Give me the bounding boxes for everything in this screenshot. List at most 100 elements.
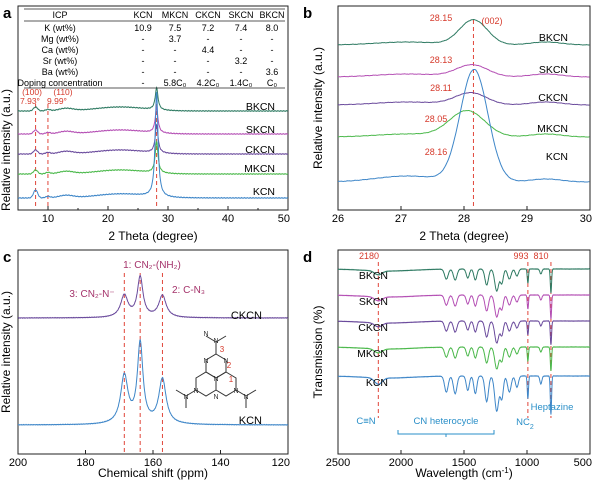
panel-d-label-kcn: KCN: [366, 377, 388, 389]
panel-d-peak-993: 993: [513, 251, 528, 261]
panel-c-anno-3: 3: CN₂-N⁻: [69, 289, 114, 300]
panel-c-series: [18, 274, 288, 426]
table-cell: 7.4: [235, 23, 248, 33]
panel-b-label-kcn: KCN: [546, 151, 568, 163]
table-cell: 7.5: [169, 23, 182, 33]
atom-n-e: N: [213, 394, 218, 401]
tick-label: 160: [144, 457, 162, 469]
heptazine-site-labels: 1 2 3: [220, 345, 234, 384]
series-line: [18, 86, 288, 113]
series-line: [18, 338, 288, 426]
series-line: [18, 140, 288, 176]
atom-n-a: N: [223, 358, 228, 365]
table-cell: -: [142, 45, 145, 55]
site-1: 1: [229, 375, 234, 384]
panel-d-ylabel: Transmission (%): [311, 306, 325, 399]
bond-left: [185, 389, 197, 397]
panel-d-xlabel: Wavelength (cm-1): [415, 466, 512, 481]
table-cell: K (wt%): [44, 23, 76, 33]
site-3: 3: [220, 345, 225, 354]
panel-d-label: d: [303, 249, 312, 266]
series-line: [338, 18, 590, 46]
panel-c-label-kcn: KCN: [239, 415, 262, 427]
panel-d-label-ckcn: CKCN: [358, 322, 388, 334]
series-line: [18, 91, 288, 200]
tick-label: 30: [162, 213, 174, 225]
table-cell: Doping concentration: [17, 78, 102, 88]
panel-d-anno-nc2: NC2: [516, 417, 534, 431]
table-cell: -: [142, 34, 145, 44]
panel-d-heterocycle-bracket: [397, 430, 495, 437]
panel-c-anno-1: 1: CN₂-(NH₂): [123, 260, 181, 271]
tick-label: 2000: [389, 457, 413, 469]
tick-label: 29: [521, 213, 533, 225]
series-line: [338, 91, 590, 106]
atom-n-left: N: [183, 394, 188, 401]
panel-b-peak-skcn: 28.13: [430, 55, 453, 65]
panel-d-peak-2180: 2180: [359, 251, 379, 261]
panel-b-ticks: 26 27 28 29 30: [332, 206, 592, 225]
panel-a-frame: [17, 5, 289, 211]
table-cell: -: [142, 56, 145, 66]
atom-n-cyan: N: [203, 331, 208, 338]
panel-a-series: [18, 86, 288, 200]
atom-n-d: N: [233, 388, 238, 395]
atom-n-top: N: [213, 338, 218, 345]
tick-label: 10: [42, 213, 54, 225]
series-line: [18, 123, 288, 156]
series-line: [338, 63, 590, 78]
heptazine-structure: [175, 335, 257, 408]
table-cell: Ba (wt%): [42, 67, 79, 77]
table-cell: 8.0: [266, 23, 279, 33]
panel-b-label-ckcn: CKCN: [538, 92, 568, 104]
table-header-cell: MKCN: [162, 10, 189, 20]
panel-a-label-skcn: SKCN: [246, 124, 275, 136]
panel-d-anno-heptazine: Heptazine: [531, 402, 574, 413]
tick-label: 120: [272, 457, 290, 469]
tick-label: 180: [76, 457, 94, 469]
table-cell: Sr (wt%): [43, 56, 78, 66]
tick-label: 1500: [452, 457, 476, 469]
series-line: [338, 375, 590, 415]
panel-a-peak-lines: [35, 104, 158, 208]
tick-label: 27: [395, 213, 407, 225]
tick-label: 26: [332, 213, 344, 225]
panel-b-peak-bkcn: 28.15: [430, 13, 453, 23]
table-cell: -: [142, 78, 145, 88]
panel-c-xlabel: Chemical shift (ppm): [98, 466, 208, 480]
panel-a-xlabel: 2 Theta (degree): [108, 229, 197, 243]
bond-right: [235, 389, 247, 397]
table-cell: -: [240, 67, 243, 77]
table-cell: -: [174, 67, 177, 77]
panel-a-label-kcn: KCN: [253, 186, 275, 198]
panel-b-label: b: [303, 5, 312, 22]
panel-b-xlabel: 2 Theta (degree): [419, 229, 508, 243]
tick-label: 30: [580, 213, 592, 225]
panel-d-label-mkcn: MKCN: [357, 348, 388, 360]
table-cell: 3.6: [266, 67, 279, 77]
table-cell: -: [271, 34, 274, 44]
panel-a-label-ckcn: CKCN: [245, 144, 275, 156]
panel-b-label-bkcn: BKCN: [539, 32, 568, 44]
table-cell: -: [207, 67, 210, 77]
panel-c-label: c: [3, 249, 11, 266]
table-cell: -: [240, 34, 243, 44]
table-cell: -: [271, 56, 274, 66]
table-cell: Mg (wt%): [41, 34, 79, 44]
atom-n-center: N: [213, 376, 218, 383]
table-header-cell: SKCN: [228, 10, 253, 20]
panel-a-ticks: 10 20 30 40 50: [17, 206, 290, 225]
panel-c-ticks: 200 180 160 140 120: [9, 450, 290, 469]
table-cell: 10.9: [134, 23, 152, 33]
heptazine-atoms: N N N N N N N N N N: [183, 331, 248, 401]
table-cell: -: [271, 45, 274, 55]
panel-b-label-skcn: SKCN: [539, 64, 568, 76]
table-cell: -: [174, 45, 177, 55]
table-cell: 7.2: [202, 23, 215, 33]
panel-b-reflection: (002): [481, 16, 502, 26]
panel-b-peak-ckcn: 28.11: [430, 83, 452, 93]
tick-label: 140: [211, 457, 229, 469]
table-cell: Ca (wt%): [41, 45, 78, 55]
ring-right: [215, 371, 237, 397]
